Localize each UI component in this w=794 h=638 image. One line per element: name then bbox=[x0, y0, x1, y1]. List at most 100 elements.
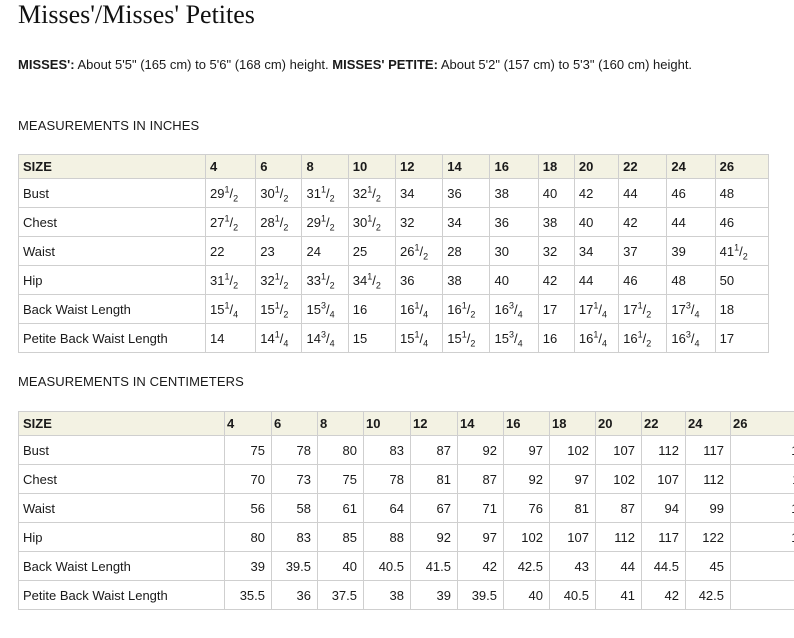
measurement-cell: 76 bbox=[504, 494, 550, 523]
measurement-cell: 97 bbox=[504, 436, 550, 465]
measurement-cell: 22 bbox=[205, 237, 255, 266]
size-header-20: 20 bbox=[574, 155, 618, 179]
measurement-cell: 85 bbox=[318, 523, 364, 552]
measurement-cell: 99 bbox=[686, 494, 731, 523]
table-row: Chest 271/2 281/2 291/2 301/2 32 34 36 38 40 42 44 4… bbox=[19, 208, 769, 237]
measurement-cell: 40 bbox=[538, 179, 574, 208]
centimeters-table: SIZE 4 6 8 10 12 14 16 18 20 22 24 26 Bust 75 78 80 83 87 9… bbox=[18, 411, 794, 610]
table-row: Back Waist Length 39 39.5 40 40.5 41.5 42 42.5 4… bbox=[19, 552, 794, 581]
petite-label: MISSES' PETITE: bbox=[332, 57, 438, 72]
petite-text: About 5'2" (157 cm) to 5'3" (160 cm) hei… bbox=[438, 57, 692, 72]
measurement-cell: 80 bbox=[225, 523, 272, 552]
measurement-cell: 151/2 bbox=[256, 295, 302, 324]
measurement-cell: 71 bbox=[458, 494, 504, 523]
measurement-cell: 171/4 bbox=[574, 295, 618, 324]
measurement-cell: 102 bbox=[550, 436, 596, 465]
measurement-cell: 39 bbox=[667, 237, 715, 266]
measurement-cell: 45 bbox=[686, 552, 731, 581]
measurement-cell: 107 bbox=[642, 465, 686, 494]
measurement-cell: 42.5 bbox=[504, 552, 550, 581]
size-header-12: 12 bbox=[411, 412, 458, 436]
measurement-cell: 281/2 bbox=[256, 208, 302, 237]
measurement-cell: 40 bbox=[504, 581, 550, 610]
row-label: Waist bbox=[19, 494, 225, 523]
centimeters-heading: MEASUREMENTS IN CENTIMETERS bbox=[18, 374, 244, 389]
measurement-cell: 42 bbox=[538, 266, 574, 295]
table-row: Hip808385889297102107112117122127 bbox=[19, 523, 794, 552]
measurement-cell: 75 bbox=[225, 436, 272, 465]
measurement-cell: 97 bbox=[458, 523, 504, 552]
row-label: Waist bbox=[19, 237, 206, 266]
measurement-cell: 87 bbox=[411, 436, 458, 465]
page-title: Misses'/Misses' Petites bbox=[18, 0, 255, 30]
measurement-cell: 117 bbox=[642, 523, 686, 552]
measurement-cell: 40 bbox=[490, 266, 538, 295]
measurement-cell: 41.5 bbox=[411, 552, 458, 581]
measurement-cell: 44 bbox=[596, 552, 642, 581]
inches-heading: MEASUREMENTS IN INCHES bbox=[18, 118, 199, 133]
measurement-cell: 127 bbox=[731, 523, 794, 552]
measurement-cell: 94 bbox=[642, 494, 686, 523]
size-header-6: 6 bbox=[256, 155, 302, 179]
size-header-20: 20 bbox=[596, 412, 642, 436]
table-row: Chest7073757881879297102107112117 bbox=[19, 465, 794, 494]
misses-text: About 5'5" (165 cm) to 5'6" (168 cm) hei… bbox=[75, 57, 333, 72]
measurement-cell: 39 bbox=[225, 552, 272, 581]
measurement-cell: 42 bbox=[458, 552, 504, 581]
size-header-8: 8 bbox=[302, 155, 348, 179]
measurement-cell: 151/2 bbox=[443, 324, 490, 353]
measurement-cell: 42.5 bbox=[686, 581, 731, 610]
size-header-8: 8 bbox=[318, 412, 364, 436]
measurement-cell: 30 bbox=[490, 237, 538, 266]
measurement-cell: 341/2 bbox=[348, 266, 395, 295]
measurement-cell: 44 bbox=[574, 266, 618, 295]
measurement-cell: 151/4 bbox=[205, 295, 255, 324]
measurement-cell: 88 bbox=[364, 523, 411, 552]
measurement-cell: 122 bbox=[731, 436, 794, 465]
measurement-cell: 102 bbox=[596, 465, 642, 494]
measurement-cell: 161/2 bbox=[619, 324, 667, 353]
measurement-cell: 36 bbox=[395, 266, 442, 295]
measurement-cell: 38 bbox=[538, 208, 574, 237]
measurement-cell: 64 bbox=[364, 494, 411, 523]
measurement-cell: 92 bbox=[458, 436, 504, 465]
misses-label: MISSES': bbox=[18, 57, 75, 72]
measurement-cell: 44 bbox=[619, 179, 667, 208]
measurement-cell: 32 bbox=[395, 208, 442, 237]
measurement-cell: 36 bbox=[443, 179, 490, 208]
measurement-cell: 143/4 bbox=[302, 324, 348, 353]
measurement-cell: 161/4 bbox=[574, 324, 618, 353]
measurement-cell: 36 bbox=[272, 581, 318, 610]
table-row: Bust 291/2 301/2 311/2 321/2 34 36 38 40 42 44 46 48 bbox=[19, 179, 769, 208]
row-label: Back Waist Length bbox=[19, 295, 206, 324]
measurement-cell: 97 bbox=[550, 465, 596, 494]
measurement-cell: 40 bbox=[318, 552, 364, 581]
table-header-row: SIZE 4 6 8 10 12 14 16 18 20 22 24 26 bbox=[19, 155, 769, 179]
measurement-cell: 171/2 bbox=[619, 295, 667, 324]
measurement-cell: 122 bbox=[686, 523, 731, 552]
measurement-cell: 67 bbox=[411, 494, 458, 523]
measurement-cell: 41 bbox=[596, 581, 642, 610]
measurement-cell: 25 bbox=[348, 237, 395, 266]
table-row: Waist5658616467717681879499104 bbox=[19, 494, 794, 523]
measurement-cell: 301/2 bbox=[256, 179, 302, 208]
measurement-cell: 112 bbox=[596, 523, 642, 552]
measurement-cell: 161/4 bbox=[395, 295, 442, 324]
measurement-cell: 291/2 bbox=[302, 208, 348, 237]
row-label: Bust bbox=[19, 436, 225, 465]
row-label: Chest bbox=[19, 465, 225, 494]
measurement-cell: 81 bbox=[411, 465, 458, 494]
measurement-cell: 56 bbox=[225, 494, 272, 523]
measurement-cell: 83 bbox=[364, 436, 411, 465]
measurement-cell: 107 bbox=[550, 523, 596, 552]
size-header-24: 24 bbox=[686, 412, 731, 436]
measurement-cell: 81 bbox=[550, 494, 596, 523]
row-label: Petite Back Waist Length bbox=[19, 324, 206, 353]
table-row: Bust75788083879297102107112117122 bbox=[19, 436, 794, 465]
measurement-cell: 102 bbox=[504, 523, 550, 552]
measurement-cell: 44 bbox=[667, 208, 715, 237]
measurement-cell: 61 bbox=[318, 494, 364, 523]
measurement-cell: 43 bbox=[731, 581, 794, 610]
measurement-cell: 23 bbox=[256, 237, 302, 266]
measurement-cell: 48 bbox=[715, 179, 768, 208]
